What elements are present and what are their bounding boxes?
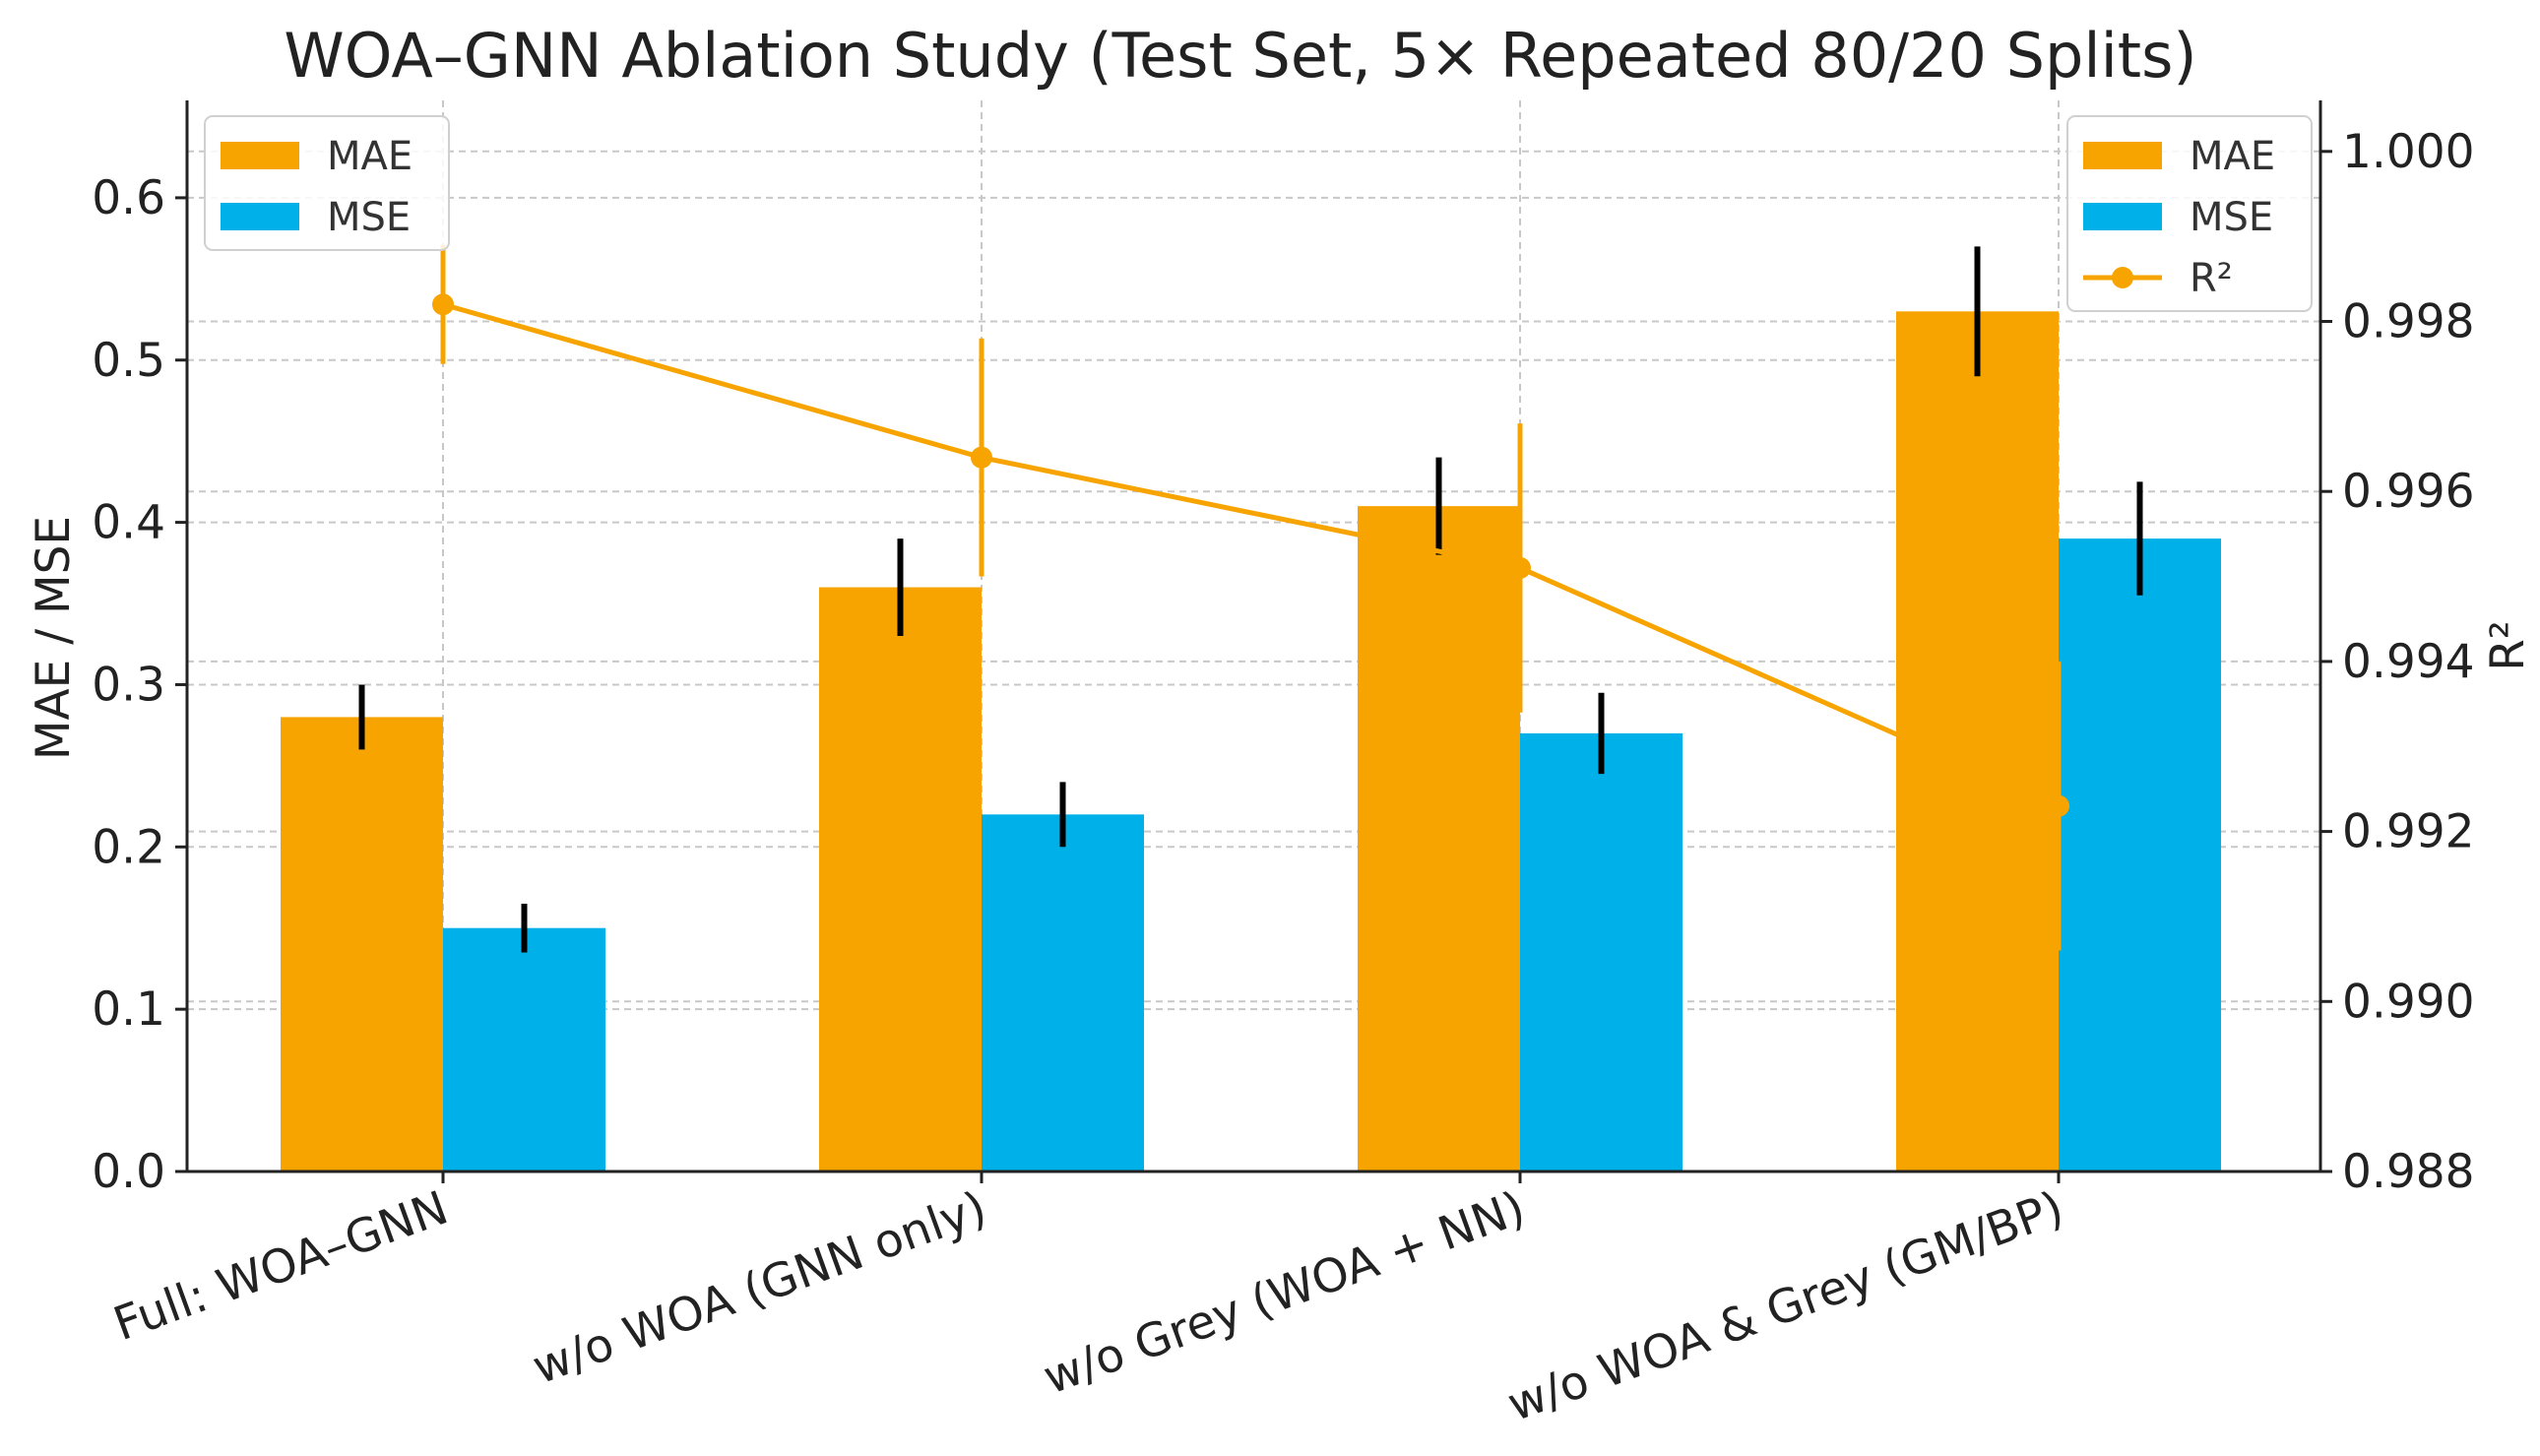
r2-series-line <box>442 301 2061 808</box>
y2-tick-label: 1.000 <box>2342 125 2475 179</box>
bars-layer <box>281 246 2221 1171</box>
y2-tick-label: 0.994 <box>2342 635 2475 689</box>
legend-right-swatch-mae <box>2083 142 2162 169</box>
legend-right-label: R² <box>2190 256 2233 301</box>
bar-mse-0 <box>443 927 605 1171</box>
y2-tick-label: 0.990 <box>2342 975 2475 1029</box>
r2-point-1 <box>971 446 992 469</box>
y-tick-label: 0.5 <box>92 334 165 388</box>
x-tick-label: Full: WOA–GNN <box>107 1181 456 1353</box>
y-axis-label: MAE / MSE <box>27 516 81 760</box>
y2-tick-label: 0.996 <box>2342 465 2475 519</box>
y-tick-label: 0.3 <box>92 658 165 712</box>
y-tick-label: 0.1 <box>92 982 165 1037</box>
r2-point-0 <box>432 293 454 316</box>
x-tick-label: w/o WOA (GNN only) <box>526 1181 993 1396</box>
x-tick-label: w/o WOA & Grey (GM/BP) <box>1500 1181 2070 1432</box>
legend-left: MAE MSE <box>204 115 450 251</box>
bar-mse-1 <box>982 814 1144 1171</box>
legend-right-label: MAE <box>2190 134 2275 179</box>
r2-line-layer <box>432 244 2069 951</box>
legend-right-swatch-mse <box>2083 203 2162 230</box>
chart-title: WOA–GNN Ablation Study (Test Set, 5× Rep… <box>284 20 2196 92</box>
r2-point-2 <box>1509 556 1531 579</box>
bar-mae-0 <box>281 717 443 1171</box>
bar-mae-3 <box>1896 311 2059 1171</box>
bar-mse-3 <box>2059 538 2221 1171</box>
x-tick-label: w/o Grey (WOA + NN) <box>1037 1181 1532 1406</box>
legend-right-label: MSE <box>2190 195 2273 240</box>
legend-left-swatch-mse <box>221 203 299 230</box>
y2-tick-label: 0.992 <box>2342 805 2475 859</box>
y-tick-label: 0.0 <box>92 1145 165 1199</box>
bar-mae-2 <box>1358 506 1520 1171</box>
r2-point-3 <box>2048 794 2069 817</box>
legend-right: MAE MSE R² <box>2066 115 2313 312</box>
legend-right-marker-r2 <box>2112 267 2133 288</box>
y2-tick-label: 0.998 <box>2342 295 2475 349</box>
y-tick-label: 0.2 <box>92 820 165 874</box>
legend-left-label: MAE <box>327 134 413 179</box>
legend-left-swatch-mae <box>221 142 299 169</box>
y-tick-label: 0.6 <box>92 171 165 225</box>
y2-axis-label: R² <box>2481 620 2535 671</box>
bar-mse-2 <box>1520 732 1683 1171</box>
y-tick-label: 0.4 <box>92 496 165 550</box>
legend-left-label: MSE <box>327 195 411 240</box>
y2-tick-label: 0.988 <box>2342 1145 2475 1199</box>
bar-mae-1 <box>819 587 982 1171</box>
